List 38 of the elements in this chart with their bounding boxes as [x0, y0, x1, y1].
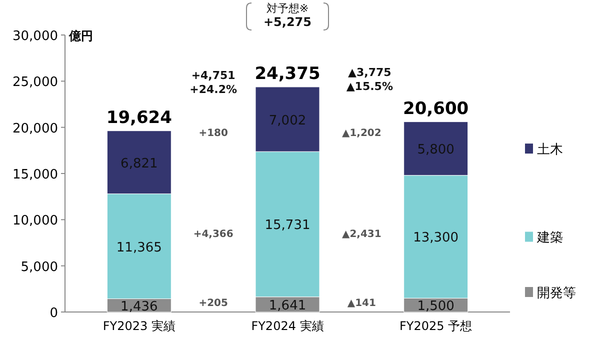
annotation: +4,751 [191, 69, 236, 82]
y-tick-label: 30,000 [12, 29, 58, 44]
annotation: +205 [198, 298, 228, 309]
data-label: 1,641 [268, 298, 306, 314]
annotation: ▲3,775 [348, 66, 392, 79]
annotation: ▲15.5% [346, 80, 393, 93]
annotation: ▲141 [347, 298, 376, 309]
legend-label: 土木 [537, 142, 563, 158]
y-tick-label: 5,000 [20, 260, 58, 275]
y-tick-label: 0 [50, 306, 58, 321]
data-label: 1,500 [417, 299, 454, 314]
text: +5,275 [263, 15, 312, 29]
annotation: +24.2% [190, 83, 238, 96]
total-label: 24,375 [254, 64, 320, 84]
data-label: 6,821 [120, 156, 158, 172]
annotation: +4,366 [193, 229, 234, 240]
y-tick-label: 10,000 [12, 214, 58, 229]
annotation: ▲2,431 [342, 229, 382, 240]
data-label: 13,300 [413, 230, 459, 246]
y-tick-label: 15,000 [12, 168, 58, 182]
y-tick-label: 25,000 [12, 75, 58, 90]
y-axis-title: 億円 [68, 29, 93, 43]
data-label: 7,002 [268, 113, 306, 128]
data-label: 15,731 [264, 218, 310, 234]
legend-label: 建築 [536, 230, 563, 246]
x-tick-label: FY2024 実績 [251, 319, 324, 333]
annotation: ▲1,202 [342, 128, 382, 139]
text: 対予想※ [266, 2, 309, 15]
total-label: 19,624 [106, 108, 172, 128]
x-tick-label: FY2023 実績 [102, 319, 176, 333]
legend-label: 開発等 [537, 286, 576, 301]
data-label: 1,436 [120, 299, 158, 314]
total-label: 20,600 [403, 98, 469, 119]
x-tick-label: FY2025 予想 [400, 319, 472, 333]
data-label: 11,365 [116, 240, 162, 256]
annotation: +180 [198, 128, 228, 139]
y-tick-label: 20,000 [12, 121, 58, 136]
data-label: 5,800 [417, 142, 454, 158]
